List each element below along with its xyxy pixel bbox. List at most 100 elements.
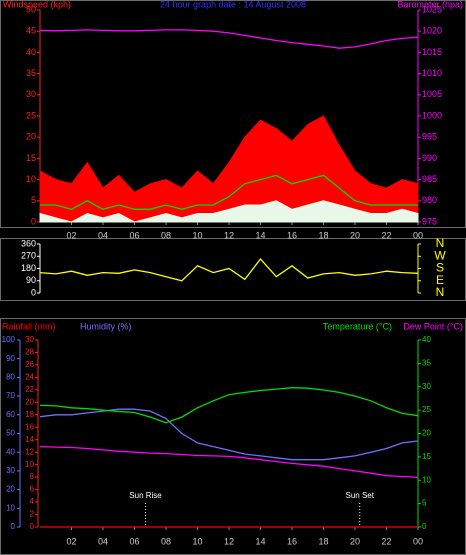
y-tick-label: 10	[25, 460, 34, 469]
y-tick-label: 30	[26, 89, 36, 99]
x-tick-label: 12	[224, 536, 234, 546]
y-tick-label: 0	[422, 522, 427, 531]
y-tick-label: 45	[26, 26, 36, 36]
y-tick-label: 28	[25, 348, 34, 357]
x-tick-label: 04	[98, 536, 108, 546]
y-tick-label: 990	[422, 153, 437, 163]
y-tick-label: 4	[30, 497, 35, 506]
y-tick-label: 90	[6, 354, 15, 363]
y-tick-label: 180	[21, 263, 36, 273]
series-line	[39, 445, 419, 479]
x-tick-label: 14	[255, 536, 265, 546]
y-tick-label: 1015	[422, 47, 442, 57]
y-tick-label: 2	[30, 510, 35, 519]
y-tick-label: 16	[25, 422, 34, 431]
y-tick-label: 980	[422, 195, 437, 205]
y-tick-label: 270	[21, 251, 36, 261]
y-tick-label: 70	[6, 391, 15, 400]
y-tick-label: N	[436, 285, 445, 299]
legend-label: Dew Point (°C)	[403, 321, 463, 331]
x-tick-label: 00	[413, 536, 423, 546]
annotation-label: Sun Rise	[129, 491, 162, 500]
y-tick-label: 50	[6, 429, 15, 438]
y-tick-label: 0	[11, 522, 16, 531]
axis-title: Barometer (hpa)	[397, 0, 463, 9]
x-tick-label: 10	[192, 536, 202, 546]
y-tick-label: 6	[30, 485, 35, 494]
legend-label: Rainfall (mm)	[2, 321, 56, 331]
y-tick-label: 1020	[422, 26, 442, 36]
y-tick-label: S	[436, 261, 444, 275]
y-tick-label: 100	[2, 335, 16, 344]
y-tick-label: 30	[25, 335, 34, 344]
x-tick-label: 02	[66, 536, 76, 546]
y-tick-label: 995	[422, 132, 437, 142]
series-line	[39, 408, 419, 461]
y-tick-label: 20	[422, 429, 431, 438]
y-tick-label: N	[436, 236, 445, 250]
y-tick-label: 5	[422, 499, 427, 508]
y-tick-label: 20	[6, 485, 15, 494]
y-tick-label: 25	[26, 110, 36, 120]
y-tick-label: 10	[26, 174, 36, 184]
y-tick-label: 0	[30, 522, 35, 531]
x-tick-label: 00	[413, 230, 423, 240]
y-tick-label: 40	[26, 47, 36, 57]
y-tick-label: 975	[422, 216, 437, 226]
y-tick-label: 12	[25, 447, 34, 456]
y-tick-label: 40	[6, 447, 15, 456]
x-tick-label: 06	[129, 536, 139, 546]
series-line	[40, 174, 418, 210]
y-tick-label: 50	[26, 4, 36, 14]
x-tick-label: 06	[129, 230, 139, 240]
y-tick-label: 0	[31, 216, 36, 226]
x-tick-label: 12	[224, 230, 234, 240]
y-tick-label: 15	[422, 452, 431, 461]
x-tick-label: 18	[318, 536, 328, 546]
x-tick-label: 22	[381, 536, 391, 546]
y-tick-label: 10	[6, 503, 15, 512]
legend-label: Humidity (%)	[80, 321, 132, 331]
x-tick-label: 10	[192, 230, 202, 240]
y-tick-label: 985	[422, 174, 437, 184]
y-tick-label: W	[434, 248, 446, 262]
y-tick-label: 40	[422, 335, 431, 344]
y-tick-label: 1000	[422, 110, 442, 120]
axis-title: Windspeed (kph)	[3, 0, 71, 9]
series-area	[39, 200, 419, 223]
chart-title: 24 hour graph date : 14 August 2008	[160, 0, 306, 9]
y-tick-label: 30	[6, 466, 15, 475]
y-tick-label: 15	[26, 153, 36, 163]
y-tick-label: E	[436, 273, 444, 287]
x-tick-label: 16	[287, 536, 297, 546]
y-tick-label: 80	[6, 373, 15, 382]
x-tick-label: 20	[350, 536, 360, 546]
y-tick-label: 30	[422, 382, 431, 391]
x-tick-label: 22	[381, 230, 391, 240]
y-tick-label: 25	[422, 405, 431, 414]
y-tick-label: 0	[31, 287, 36, 297]
y-tick-label: 1010	[422, 68, 442, 78]
x-tick-label: 14	[255, 230, 265, 240]
y-tick-label: 35	[422, 358, 431, 367]
x-tick-label: 16	[287, 230, 297, 240]
x-tick-label: 08	[161, 536, 171, 546]
x-tick-label: 20	[350, 230, 360, 240]
y-tick-label: 26	[25, 360, 34, 369]
legend-label: Temperature (°C)	[323, 321, 392, 331]
y-tick-label: 18	[25, 410, 34, 419]
x-tick-label: 08	[161, 230, 171, 240]
y-tick-label: 22	[25, 385, 34, 394]
y-tick-label: 1025	[422, 4, 442, 14]
y-tick-label: 20	[26, 132, 36, 142]
y-tick-label: 35	[26, 68, 36, 78]
y-tick-label: 60	[6, 410, 15, 419]
x-tick-label: 02	[66, 230, 76, 240]
series-area	[39, 115, 419, 223]
series-line	[39, 257, 419, 282]
y-tick-label: 10	[422, 475, 431, 484]
annotation-label: Sun Set	[345, 491, 374, 500]
x-tick-label: 04	[98, 230, 108, 240]
